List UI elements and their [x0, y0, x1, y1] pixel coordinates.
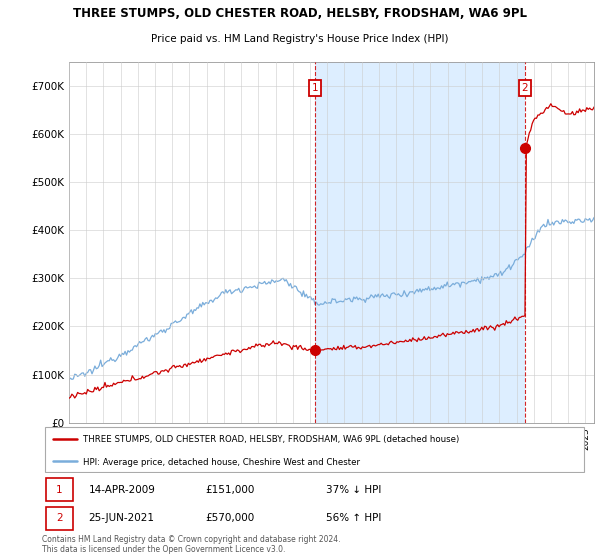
Text: 2: 2: [56, 514, 63, 524]
Text: 1: 1: [56, 484, 63, 494]
Text: 37% ↓ HPI: 37% ↓ HPI: [326, 484, 381, 494]
Text: HPI: Average price, detached house, Cheshire West and Chester: HPI: Average price, detached house, Ches…: [83, 458, 360, 466]
Text: Contains HM Land Registry data © Crown copyright and database right 2024.
This d: Contains HM Land Registry data © Crown c…: [42, 535, 341, 554]
Text: 25-JUN-2021: 25-JUN-2021: [88, 514, 154, 524]
Bar: [315, 62, 525, 423]
Text: £151,000: £151,000: [206, 484, 255, 494]
Text: THREE STUMPS, OLD CHESTER ROAD, HELSBY, FRODSHAM, WA6 9PL: THREE STUMPS, OLD CHESTER ROAD, HELSBY, …: [73, 7, 527, 20]
FancyBboxPatch shape: [46, 478, 73, 501]
Text: 14-APR-2009: 14-APR-2009: [88, 484, 155, 494]
FancyBboxPatch shape: [45, 427, 584, 472]
Text: 2: 2: [521, 83, 528, 93]
Text: THREE STUMPS, OLD CHESTER ROAD, HELSBY, FRODSHAM, WA6 9PL (detached house): THREE STUMPS, OLD CHESTER ROAD, HELSBY, …: [83, 435, 459, 445]
FancyBboxPatch shape: [46, 507, 73, 530]
Text: £570,000: £570,000: [206, 514, 255, 524]
Text: Price paid vs. HM Land Registry's House Price Index (HPI): Price paid vs. HM Land Registry's House …: [151, 34, 449, 44]
Text: 56% ↑ HPI: 56% ↑ HPI: [326, 514, 381, 524]
Text: 1: 1: [311, 83, 318, 93]
